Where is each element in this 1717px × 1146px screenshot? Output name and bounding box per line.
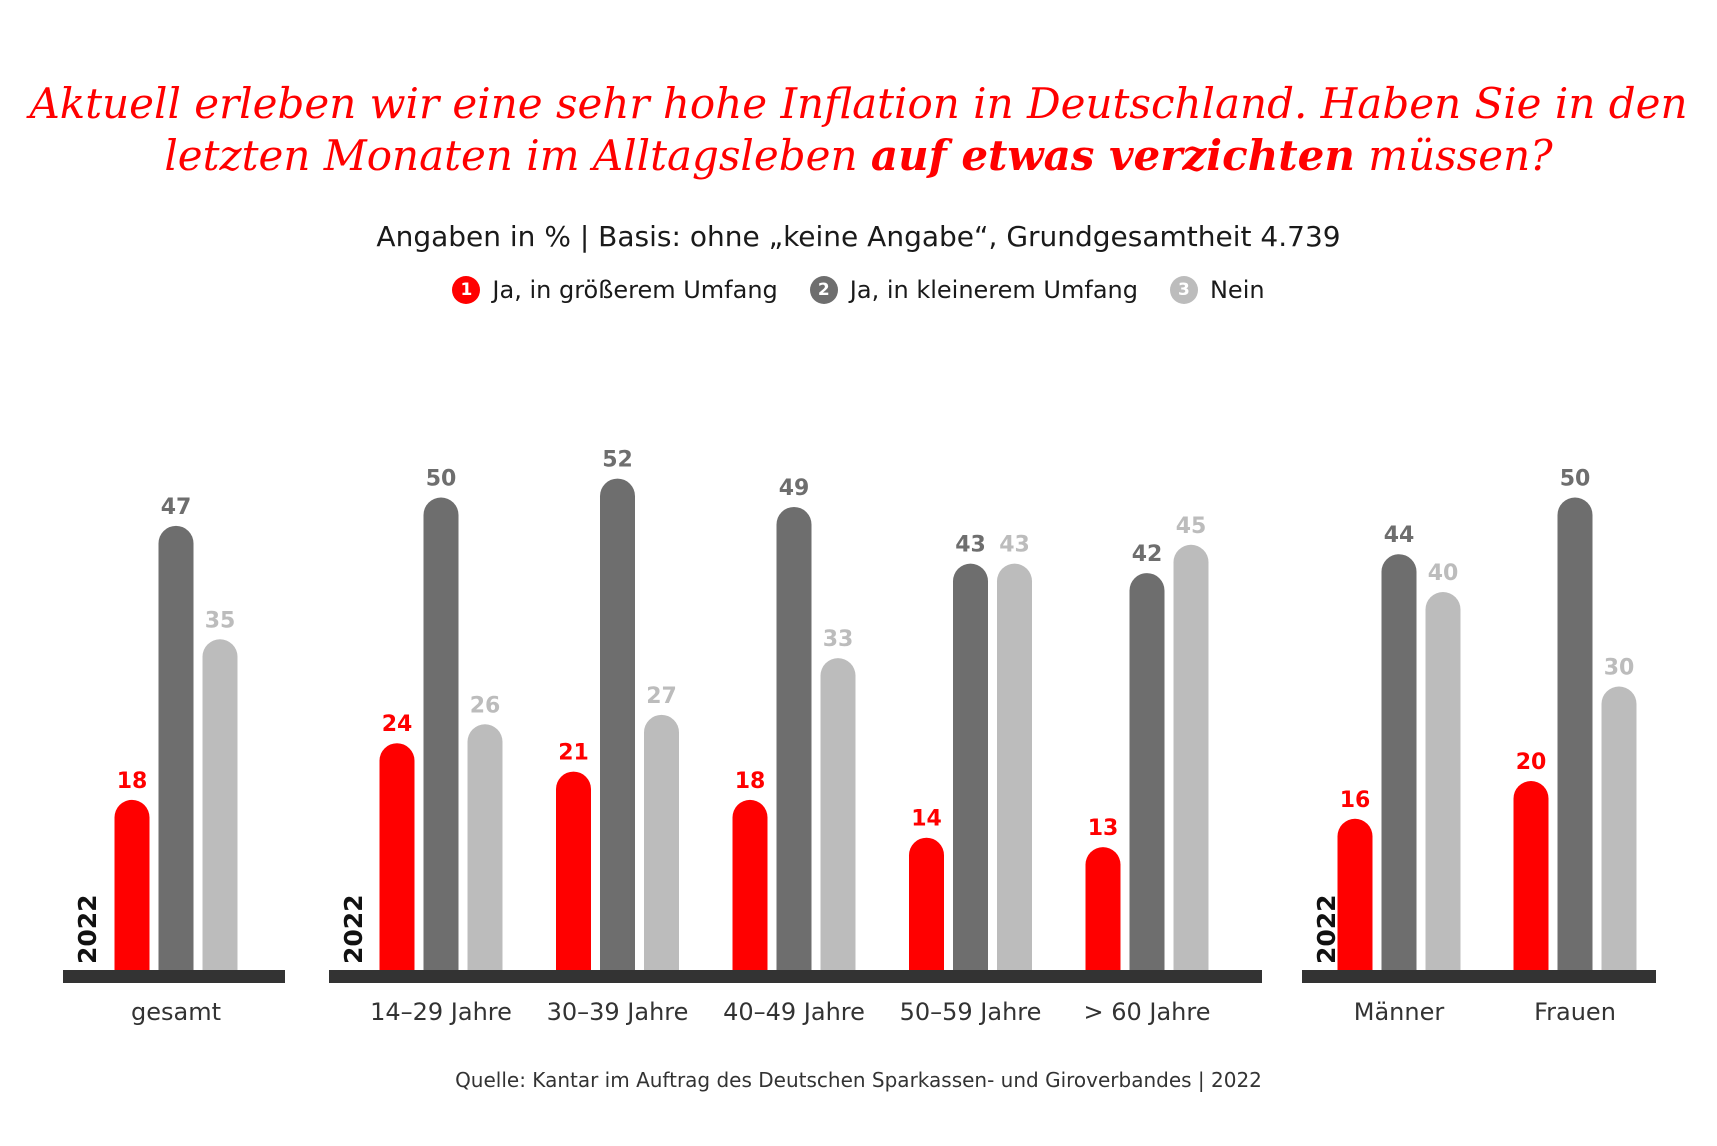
legend-marker-3: 3 [1169, 276, 1198, 304]
data-label-2-2-2: 52 [602, 448, 633, 473]
data-label-3-1-1: 16 [1340, 788, 1371, 813]
bar-2-3-3 [820, 658, 856, 970]
legend-label-2: Ja, in kleinerem Umfang [849, 276, 1138, 304]
data-label-2-5-1: 13 [1088, 816, 1119, 841]
year-label-2: 2022 [339, 894, 368, 964]
year-label-3: 2022 [1312, 894, 1341, 964]
title-line-2-end: müssen? [1354, 131, 1553, 180]
bar-2-3-1 [732, 799, 768, 970]
data-label-2-3-3: 33 [823, 627, 854, 652]
data-label-2-2-3: 27 [646, 684, 677, 709]
bar-2-5-3 [1173, 544, 1209, 970]
bar-3-1-3 [1425, 592, 1461, 970]
category-label-2-2: 30–39 Jahre [547, 998, 689, 1026]
data-label-2-1-1: 24 [382, 712, 413, 737]
title-line-2-start: letzten Monaten im Alltagsleben [164, 131, 871, 180]
data-label-3-2-1: 20 [1516, 750, 1547, 775]
data-label-3-1-2: 44 [1384, 523, 1415, 548]
data-label-2-4-1: 14 [911, 807, 942, 832]
legend-marker-1: 1 [452, 276, 481, 304]
bar-2-1-2 [423, 497, 459, 970]
bar-1-1-2 [158, 525, 194, 970]
legend-label-1: Ja, in größerem Umfang [492, 276, 778, 304]
title-line-2-emphasis: auf etwas verzichten [870, 131, 1355, 180]
bar-2-2-2 [600, 478, 635, 970]
bar-2-4-2 [953, 563, 988, 970]
data-label-2-2-1: 21 [558, 741, 589, 766]
data-label-1-1-3: 35 [205, 608, 236, 633]
data-label-2-4-2: 43 [955, 533, 986, 558]
source-note: Quelle: Kantar im Auftrag des Deutschen … [455, 1068, 1262, 1092]
data-label-2-5-2: 42 [1132, 542, 1163, 567]
year-label-1: 2022 [73, 894, 102, 964]
bar-1-1-3 [202, 639, 238, 970]
category-label-3-1: Männer [1354, 998, 1445, 1026]
data-label-3-2-2: 50 [1560, 467, 1591, 492]
bar-2-2-1 [556, 771, 591, 970]
x-axis-3 [1302, 970, 1656, 983]
title-line-1: Aktuell erleben wir eine sehr hohe Infla… [29, 79, 1688, 128]
chart-subtitle: Angaben in % | Basis: ohne „keine Angabe… [376, 220, 1341, 253]
legend-marker-2: 2 [809, 276, 838, 304]
data-label-3-1-3: 40 [1428, 561, 1459, 586]
category-label-2-1: 14–29 Jahre [370, 998, 512, 1026]
bar-2-4-1 [909, 837, 944, 970]
data-label-2-3-2: 49 [779, 476, 810, 501]
bar-2-1-3 [467, 724, 503, 970]
data-label-1-1-1: 18 [117, 769, 148, 794]
category-label-3-2: Frauen [1534, 998, 1616, 1026]
legend-item-2: 2 Ja, in kleinerem Umfang [809, 276, 1138, 304]
bar-2-1-1 [379, 743, 415, 970]
bar-3-2-3 [1601, 686, 1637, 970]
bar-2-5-1 [1085, 847, 1121, 970]
data-label-2-5-3: 45 [1176, 514, 1207, 539]
data-label-2-1-3: 26 [470, 693, 501, 718]
legend: 1 Ja, in größerem Umfang 2 Ja, in kleine… [0, 276, 1717, 304]
bar-3-2-2 [1557, 497, 1593, 970]
data-label-2-4-3: 43 [999, 533, 1030, 558]
chart-title: Aktuell erleben wir eine sehr hohe Infla… [0, 78, 1717, 182]
category-label-1-1: gesamt [131, 998, 221, 1026]
bar-3-1-1 [1337, 818, 1373, 970]
bar-1-1-1 [114, 799, 150, 970]
data-label-2-3-1: 18 [735, 769, 766, 794]
x-axis-1 [63, 970, 285, 983]
bar-2-3-2 [776, 506, 812, 970]
category-label-2-3: 40–49 Jahre [723, 998, 865, 1026]
category-label-2-5: > 60 Jahre [1083, 998, 1210, 1026]
bar-3-1-2 [1381, 554, 1417, 970]
bar-2-5-2 [1129, 573, 1165, 970]
bar-3-2-1 [1513, 781, 1549, 970]
x-axis-2 [329, 970, 1262, 983]
legend-item-1: 1 Ja, in größerem Umfang [452, 276, 778, 304]
data-label-3-2-3: 30 [1604, 656, 1635, 681]
bar-2-4-3 [997, 563, 1032, 970]
data-label-2-1-2: 50 [426, 467, 457, 492]
data-label-1-1-2: 47 [161, 495, 192, 520]
legend-label-3: Nein [1209, 276, 1265, 304]
bar-2-2-3 [644, 714, 679, 970]
category-label-2-4: 50–59 Jahre [900, 998, 1042, 1026]
legend-item-3: 3 Nein [1169, 276, 1265, 304]
